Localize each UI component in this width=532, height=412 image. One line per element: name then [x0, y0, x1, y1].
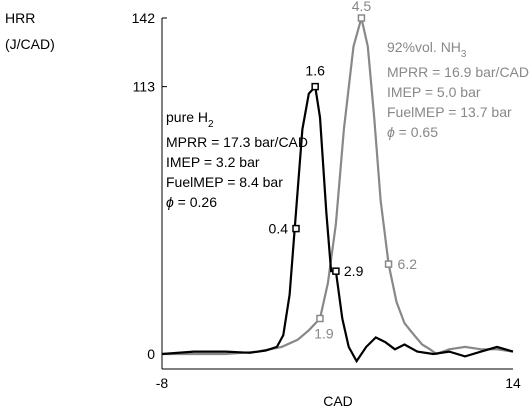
nh3-name: 92%vol. NH3 [387, 39, 467, 60]
nh3-annotation: 92%vol. NH3 MPRR = 16.9 bar/CAD IMEP = 5… [387, 39, 529, 140]
nh3-marker-label: 6.2 [398, 256, 418, 272]
h2-phi-symbol: ϕ [166, 194, 174, 210]
h2-annotation: pure H2 MPRR = 17.3 bar/CAD IMEP = 3.2 b… [166, 109, 308, 210]
h2-marker [311, 82, 319, 91]
y-tick-label: 142 [132, 10, 156, 26]
nh3-marker-label: 4.5 [352, 0, 372, 14]
x-tick-label: -8 [156, 375, 169, 391]
nh3-phi: ϕ = 0.65 [387, 124, 438, 140]
y-tick-label: 0 [147, 346, 155, 362]
series-markers: 0.4 1.6 2.9 1.9 4.5 6.2 [269, 0, 418, 342]
h2-marker [292, 224, 300, 233]
h2-fuelmep: FuelMEP = 8.4 bar [166, 174, 283, 190]
y-axis-label-line1: HRR [5, 10, 35, 26]
x-axis-label: CAD [323, 393, 353, 409]
h2-marker-label: 1.6 [305, 63, 325, 79]
h2-imep: IMEP = 3.2 bar [166, 154, 260, 170]
nh3-marker [316, 314, 324, 323]
h2-name-sub: 2 [208, 119, 214, 130]
nh3-phi-symbol: ϕ [387, 124, 395, 140]
nh3-name-sub: 3 [461, 49, 467, 60]
h2-mprr: MPRR = 17.3 bar/CAD [166, 134, 308, 150]
x-tick-label: 14 [505, 375, 521, 391]
h2-name: pure H2 [166, 109, 214, 130]
h2-phi-value: = 0.26 [174, 194, 217, 210]
h2-phi: ϕ = 0.26 [166, 194, 217, 210]
nh3-name-main: 92%vol. NH [387, 39, 461, 55]
y-axis-label-line2: (J/CAD) [5, 36, 55, 52]
nh3-imep: IMEP = 5.0 bar [387, 84, 481, 100]
y-tick-label: 113 [133, 79, 156, 95]
nh3-mprr: MPRR = 16.9 bar/CAD [387, 64, 529, 80]
nh3-marker [357, 14, 366, 22]
nh3-phi-value: = 0.65 [395, 124, 438, 140]
h2-marker [332, 267, 340, 275]
h2-name-main: pure H [166, 109, 208, 125]
nh3-marker [384, 260, 393, 268]
h2-marker-label: 2.9 [344, 263, 364, 279]
series-line-h2 [161, 84, 514, 364]
axis-ticks: 142 113 0-8 14 [132, 10, 521, 391]
nh3-fuelmep: FuelMEP = 13.7 bar [387, 104, 512, 120]
nh3-marker-label: 1.9 [314, 326, 334, 342]
h2-marker-label: 0.4 [269, 221, 289, 237]
